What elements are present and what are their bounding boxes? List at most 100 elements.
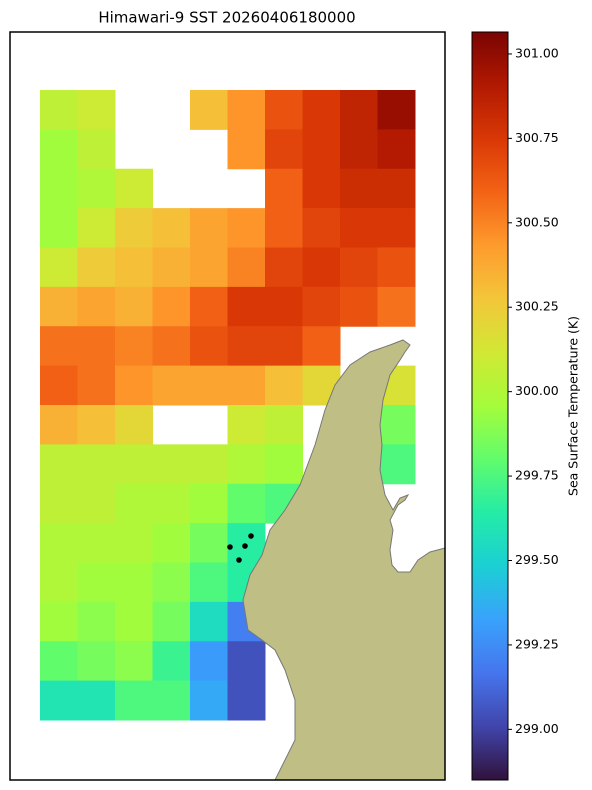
colorbar-tick-label: 300.50 [515,214,559,229]
sst-cell [302,129,341,170]
sst-cell [77,208,116,248]
sst-cell [115,523,153,563]
sst-cell [340,129,378,170]
sst-cell [115,208,153,248]
sst-cell [77,523,116,563]
sst-cell [40,326,78,367]
sst-cell [302,286,341,327]
sst-cell [152,286,191,327]
sst-cell [40,168,78,209]
sst-cell [77,247,116,288]
colorbar-tick-label: 299.50 [515,552,559,567]
sst-cell [152,326,191,367]
sst-cell [227,129,266,170]
sst-cell [265,405,303,445]
sst-cell [40,601,78,642]
sst-cell [152,247,191,288]
sst-cell [40,641,78,682]
colorbar-tick-label: 300.00 [515,383,559,398]
sst-cell [302,208,341,248]
sst-cell [152,562,191,603]
sst-cell [152,680,191,721]
sst-cell [190,90,228,130]
sst-cell [77,601,116,642]
map-title: Himawari-9 SST 20260406180000 [98,9,355,27]
sst-cell [115,405,153,445]
sst-cell [265,208,303,248]
sst-cell [265,365,303,406]
sst-cell [265,326,303,367]
sst-cell [227,326,266,367]
sst-cell [265,247,303,288]
sst-cell [302,247,341,288]
sst-cell [227,680,266,721]
sst-cell [377,129,416,170]
sst-cell [115,680,153,721]
sst-cell [190,326,228,367]
sst-cell [227,208,266,248]
sst-cell [77,483,116,524]
sst-raster [40,90,416,721]
sst-cell [227,247,266,288]
sst-cell [40,405,78,445]
sst-cell [190,365,228,406]
sst-cell [227,365,266,406]
sst-cell [77,168,116,209]
colorbar-tick-label: 300.25 [515,299,559,314]
sst-cell [340,286,378,327]
sst-cell [115,601,153,642]
sst-cell [377,405,416,445]
sst-cell [377,286,416,327]
colorbar [471,31,509,781]
sst-cell [115,168,153,209]
sst-cell [302,168,341,209]
sst-cell [190,483,228,524]
sst-cell [40,483,78,524]
sst-cell [302,90,341,130]
sst-cell [265,129,303,170]
sst-cell [40,247,78,288]
station [236,557,242,563]
station-points [227,533,254,563]
sst-cell [227,641,266,682]
sst-cell [152,444,191,485]
sst-cell [190,641,228,682]
sst-cell [265,286,303,327]
sst-cell [340,90,378,130]
sst-cell [227,444,266,485]
colorbar-tick-label: 301.00 [515,45,559,60]
sst-cell [227,405,266,445]
map-frame [9,31,446,781]
sst-cell [115,562,153,603]
sst-cell [40,680,78,721]
sst-cell [227,523,266,563]
sst-cell [152,523,191,563]
sst-cell [77,90,116,130]
sst-cell [377,208,416,248]
sst-cell [40,562,78,603]
sst-cell [265,168,303,209]
sst-cell [77,641,116,682]
colorbar-tick-label: 299.00 [515,721,559,736]
colorbar-tick-label: 299.75 [515,468,559,483]
sst-cell [340,247,378,288]
sst-cell [77,405,116,445]
sst-cell [190,601,228,642]
sst-cell [40,208,78,248]
sst-cell [190,562,228,603]
sst-cell [265,444,303,485]
colorbar-tick-label: 299.25 [515,636,559,651]
sst-cell [115,483,153,524]
sst-cell [190,523,228,563]
sst-cell [115,365,153,406]
sst-cell [115,641,153,682]
sst-cell [340,208,378,248]
sst-cell [40,444,78,485]
sst-cell [377,90,416,130]
sst-cell [77,562,116,603]
sst-cell [152,641,191,682]
colorbar-label: Sea Surface Temperature (K) [566,316,581,496]
sst-cell [152,365,191,406]
sst-cell [227,286,266,327]
